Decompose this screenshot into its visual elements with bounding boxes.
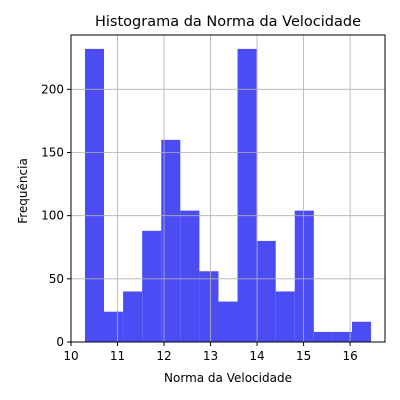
histogram-bar: [313, 331, 333, 342]
histogram-bar: [180, 210, 200, 342]
histogram-bar: [199, 271, 219, 342]
histogram-bar: [218, 301, 238, 342]
histogram-bar: [161, 139, 181, 342]
histogram-bar: [142, 230, 162, 342]
y-axis-label: Frequência: [16, 158, 30, 224]
histogram-bar: [123, 291, 143, 342]
y-tick-label: 150: [41, 145, 64, 159]
bars: [84, 48, 372, 342]
grid: [70, 35, 385, 343]
histogram-bar: [104, 311, 124, 342]
chart-title: Histograma da Norma da Velocidade: [95, 14, 361, 30]
histogram-bar: [294, 210, 314, 342]
histogram-bar: [84, 48, 105, 342]
x-tick-label: 11: [110, 349, 125, 363]
x-tick-label: 12: [156, 349, 171, 363]
x-tick-label: 14: [249, 349, 264, 363]
plot-frame: [70, 34, 386, 343]
y-tick-label: 0: [56, 335, 64, 349]
y-tick-label: 200: [41, 82, 64, 96]
y-tick-label: 100: [41, 209, 64, 223]
histogram-bar: [256, 240, 276, 342]
histogram-bar: [351, 321, 372, 342]
x-tick-label: 13: [203, 349, 218, 363]
x-tick-label: 16: [342, 349, 357, 363]
histogram-bar: [332, 331, 352, 342]
axis-ticks: 10 11 12 13 14 15 16 0 50 100 150 200: [41, 82, 358, 363]
histogram-bar: [237, 48, 257, 342]
x-axis-label: Norma da Velocidade: [164, 371, 292, 385]
y-tick-label: 50: [49, 272, 64, 286]
x-tick-label: 10: [63, 349, 78, 363]
x-tick-label: 15: [296, 349, 311, 363]
histogram-bar: [275, 291, 295, 342]
